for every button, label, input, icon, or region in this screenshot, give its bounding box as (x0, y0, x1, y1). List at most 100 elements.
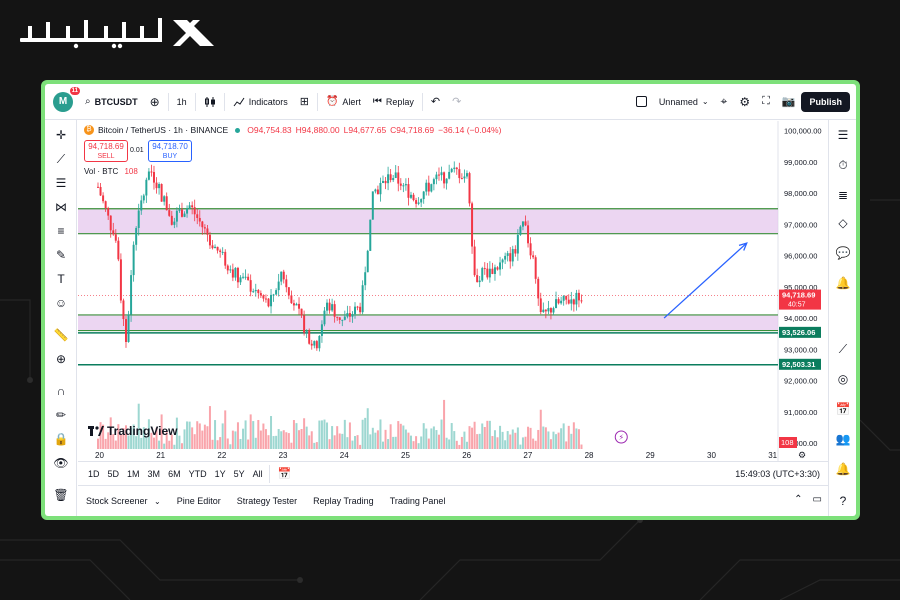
calendar-icon[interactable]: 📅 (835, 402, 851, 416)
tab-strategy-tester[interactable]: Strategy Tester (236, 496, 298, 506)
candle-body (376, 189, 379, 195)
candle-body (341, 319, 344, 321)
publish-button[interactable]: Publish (801, 91, 850, 112)
candle-body (254, 289, 257, 292)
tab-pine-editor[interactable]: Pine Editor (176, 496, 221, 506)
clock-timezone[interactable]: 15:49:03 (UTC+3:30) (735, 469, 820, 479)
candle-body (351, 314, 354, 317)
volume-bar (516, 427, 519, 449)
candle-body (577, 292, 580, 301)
trend-arrow-head[interactable] (738, 242, 748, 251)
pattern-icon[interactable]: ⋈ (55, 200, 67, 214)
candle-body (168, 210, 171, 216)
tab-trading-panel[interactable]: Trading Panel (389, 496, 446, 506)
symbol-search-button[interactable]: ⌕ BTCUSDT (79, 90, 144, 114)
x-tick-label: 24 (340, 451, 349, 460)
replay-marker[interactable] (614, 430, 628, 444)
range-6m[interactable]: 6M (168, 468, 181, 479)
eye-icon[interactable]: 👁 (53, 456, 69, 470)
buy-button[interactable]: 94,718.70 BUY (148, 140, 192, 162)
replay-button[interactable]: ⏮ Replay (372, 96, 414, 107)
alerts-clock-icon[interactable]: ⏱ (838, 157, 848, 172)
templates-button[interactable]: ⊞ (294, 90, 315, 114)
range-1d[interactable]: 1D (88, 468, 100, 479)
date-range-icon[interactable]: 📅 (277, 468, 292, 480)
trash-icon[interactable]: 🗑 (53, 488, 69, 502)
ruler-icon[interactable]: 📏 (53, 328, 69, 342)
volume-bar (124, 425, 127, 449)
crosshair-icon[interactable]: ✛ (55, 128, 67, 142)
volume-bar (524, 436, 527, 449)
fullscreen-button[interactable]: ⛶ (756, 90, 776, 114)
undo-icon: ↶ (430, 96, 441, 108)
indicators-button[interactable]: Indicators (227, 90, 294, 114)
volume-bar (417, 443, 420, 449)
user-avatar[interactable]: M 11 (53, 86, 80, 112)
candle-body (290, 295, 293, 304)
zoom-in-icon[interactable]: ⊕ (55, 352, 67, 366)
candle-body (305, 330, 308, 333)
range-3m[interactable]: 3M (147, 468, 161, 479)
range-all[interactable]: All (252, 468, 263, 479)
range-1m[interactable]: 1M (127, 468, 140, 479)
layers-icon[interactable]: ◇ (838, 216, 848, 230)
chart-pane[interactable]: ⚡ 100,000.00 99,000.00 98,000.00 97,000.00 96… (78, 121, 828, 461)
collapse-up-icon[interactable]: ⌃ (794, 494, 803, 505)
lock-icon[interactable]: 🔒 (53, 432, 69, 446)
candle-body (539, 298, 542, 313)
quick-search-button[interactable]: ⌖ (715, 90, 734, 114)
candle-body (206, 228, 209, 235)
community-icon[interactable]: 👥 (835, 432, 851, 446)
candle-body (549, 308, 552, 313)
y-tick-label: 98,000.00 (784, 189, 817, 198)
snapshot-button[interactable]: 📷 (776, 90, 802, 114)
text-tool-icon[interactable]: T (57, 272, 65, 286)
bell-icon[interactable]: 🔔 (835, 462, 851, 476)
alert-button[interactable]: ⏰ Alert (325, 96, 361, 107)
brush-icon[interactable]: ✎ (55, 248, 67, 262)
tab-stock-screener[interactable]: Stock Screener ⌄ (86, 496, 161, 506)
candle-body (292, 303, 295, 306)
maximize-panel-icon[interactable]: ▭ (812, 494, 822, 505)
volume-bar (471, 427, 474, 449)
range-ytd[interactable]: YTD (188, 468, 207, 479)
candle-body (458, 169, 461, 179)
lock-drawings-icon[interactable]: ✏ (55, 408, 67, 422)
compare-symbol-button[interactable]: ⊕ (144, 90, 166, 114)
layout-name-button[interactable]: Unnamed ⌄ (630, 90, 715, 114)
help-icon[interactable]: ? (839, 494, 847, 508)
volume-bar (145, 437, 148, 449)
range-1y[interactable]: 1Y (214, 468, 226, 479)
pine-script-icon[interactable]: ⟋ (838, 341, 848, 356)
settings-button[interactable]: ⚙ (733, 90, 756, 114)
magnet-icon[interactable]: ∩ (56, 384, 66, 398)
candle-body (504, 255, 507, 260)
candle-body (493, 267, 496, 274)
range-5y[interactable]: 5Y (233, 468, 245, 479)
chart-type-button[interactable] (198, 90, 222, 114)
sell-button[interactable]: 94,718.69 SELL (84, 140, 128, 162)
supply-demand-zone[interactable] (78, 208, 778, 234)
emoji-icon[interactable]: ☺ (54, 296, 68, 310)
axis-settings-icon[interactable]: ⚙ (798, 451, 806, 461)
tab-replay-trading[interactable]: Replay Trading (313, 496, 374, 506)
supply-demand-zone[interactable] (78, 314, 778, 331)
redo-button[interactable]: ↷ (446, 90, 467, 114)
trend-arrow-line[interactable] (663, 242, 748, 319)
chat-icon[interactable]: 💬 (835, 246, 851, 260)
candle-body (117, 240, 120, 260)
candle-body (455, 167, 458, 170)
undo-button[interactable]: ↶ (425, 90, 446, 114)
object-tree-icon[interactable]: ≣ (837, 188, 849, 202)
volume-bar (308, 435, 311, 449)
notifications-bell-icon[interactable]: 🔔 (835, 276, 851, 290)
range-5d[interactable]: 5D (107, 468, 120, 479)
horizontal-lines-icon[interactable]: ☰ (55, 176, 67, 190)
trend-line-icon[interactable]: ⟋ (56, 151, 66, 166)
volume-bar (425, 428, 428, 449)
watchlist-icon[interactable]: ☰ (837, 128, 849, 142)
interval-button[interactable]: 1h (176, 96, 187, 107)
price-chart[interactable]: ⚡ 100,000.00 99,000.00 98,000.00 97,000.00 96… (78, 121, 828, 461)
target-icon[interactable]: ◎ (837, 372, 849, 386)
fib-tool-icon[interactable]: ≡ (57, 224, 65, 238)
